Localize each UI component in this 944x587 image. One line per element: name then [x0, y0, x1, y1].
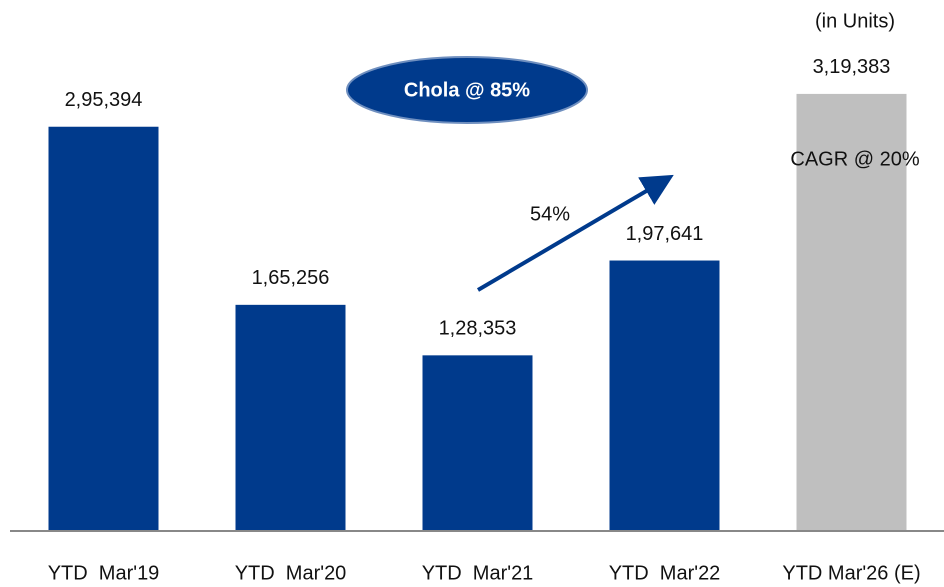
value-label: 1,28,353: [439, 318, 517, 340]
annotation: CAGR @ 20%: [790, 148, 919, 170]
x-tick-label: YTD Mar'22: [609, 562, 721, 584]
bar: [48, 126, 159, 531]
callout-ellipse: [346, 56, 588, 124]
x-tick-label: YTD Mar'26 (E): [782, 562, 920, 584]
annotation: 54%: [530, 203, 570, 225]
value-label: 3,19,383: [813, 56, 891, 78]
unit-note: (in Units): [815, 10, 895, 32]
callout-text: Chola @ 85%: [404, 79, 530, 101]
bar: [609, 260, 720, 531]
value-label: 2,95,394: [65, 89, 143, 111]
value-label: 1,65,256: [252, 267, 330, 289]
bar: [422, 355, 533, 531]
value-label: 1,97,641: [626, 223, 704, 245]
growth-arrow: [476, 174, 674, 292]
x-tick-label: YTD Mar'19: [48, 562, 160, 584]
x-tick-label: YTD Mar'21: [422, 562, 534, 584]
x-tick-label: YTD Mar'20: [235, 562, 347, 584]
bar: [235, 304, 346, 531]
bar: [796, 93, 907, 532]
